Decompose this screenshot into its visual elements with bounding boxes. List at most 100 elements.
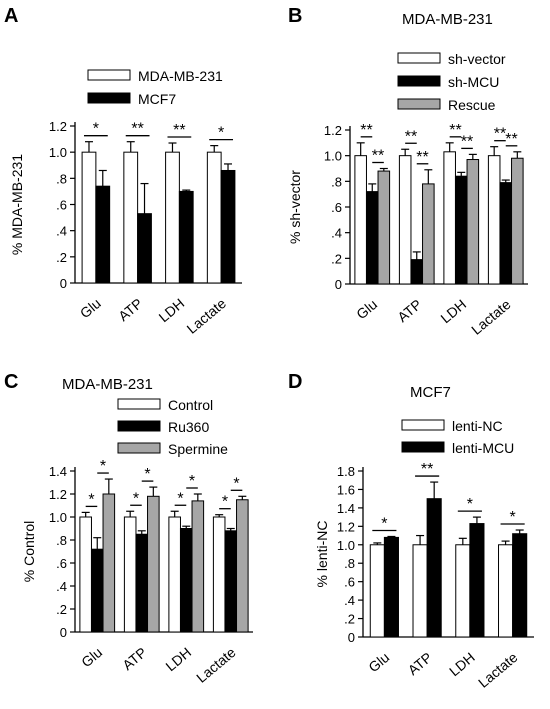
- y-axis-label: % sh-vector: [287, 170, 303, 244]
- significance-label: *: [381, 515, 387, 532]
- bar: [469, 523, 485, 638]
- legend-label: lenti-NC: [452, 418, 503, 434]
- legend-label: sh-vector: [448, 51, 506, 67]
- bar: [365, 191, 379, 285]
- y-tick-label: 1.8: [337, 464, 355, 479]
- y-tick-label: 0: [348, 630, 355, 645]
- bar: [512, 533, 528, 638]
- bar: [191, 500, 205, 633]
- y-tick-label: .8: [56, 171, 67, 186]
- bar: [410, 259, 424, 285]
- bar: [123, 516, 137, 633]
- legend-label: Rescue: [448, 97, 496, 113]
- x-tick-label: Glu: [78, 644, 105, 670]
- bar: [426, 498, 442, 638]
- x-tick-label: Lactate: [193, 644, 239, 686]
- significance-label: **: [405, 128, 417, 145]
- y-tick-label: 1.2: [49, 487, 67, 502]
- legend-swatch: [117, 420, 161, 432]
- y-tick-label: .8: [331, 174, 342, 189]
- significance-label: *: [133, 490, 139, 507]
- y-tick-label: 0: [60, 625, 67, 640]
- x-tick-label: ATP: [119, 644, 149, 673]
- y-tick-label: .2: [56, 250, 67, 265]
- y-tick-label: 1.0: [49, 510, 67, 525]
- y-tick-label: .2: [331, 251, 342, 266]
- legend-label: MDA-MB-231: [138, 68, 223, 84]
- y-tick-label: 0: [60, 276, 67, 291]
- bar: [168, 516, 181, 633]
- y-tick-label: .6: [56, 556, 67, 571]
- panel-letter: A: [4, 5, 18, 27]
- x-tick-label: Glu: [77, 295, 104, 321]
- legend-swatch: [397, 98, 441, 110]
- x-tick-label: LDH: [437, 296, 469, 326]
- panel-title: MDA-MB-231: [62, 376, 153, 393]
- significance-label: **: [173, 122, 185, 139]
- x-tick-label: Lactate: [184, 295, 230, 337]
- legend-swatch: [117, 442, 161, 454]
- y-tick-label: .4: [331, 226, 342, 241]
- bar: [398, 155, 412, 285]
- significance-label: *: [467, 496, 473, 513]
- legend-swatch: [117, 398, 161, 410]
- bar: [212, 516, 226, 633]
- y-tick-label: 1.2: [324, 123, 342, 138]
- y-tick-label: .8: [344, 556, 355, 571]
- bar: [135, 533, 149, 633]
- significance-label: **: [421, 461, 433, 478]
- bar: [377, 170, 391, 285]
- x-tick-label: ATP: [405, 649, 435, 678]
- legend-swatch: [397, 52, 441, 64]
- bar: [123, 151, 139, 284]
- bar: [443, 151, 456, 285]
- bar: [165, 151, 180, 284]
- y-axis-label: % MDA-MB-231: [9, 154, 25, 255]
- bar: [511, 157, 524, 285]
- y-axis-label: % Control: [21, 521, 37, 582]
- x-tick-label: LDH: [162, 644, 194, 674]
- bar: [383, 536, 399, 638]
- significance-label: *: [510, 509, 516, 526]
- bar: [95, 185, 111, 284]
- y-tick-label: 1.4: [49, 464, 67, 479]
- bar: [79, 516, 92, 633]
- y-axis-label: % lenti-NC: [314, 521, 330, 588]
- significance-label: *: [88, 491, 94, 508]
- significance-label: *: [189, 473, 195, 490]
- y-tick-label: .4: [344, 593, 355, 608]
- panel-title: MCF7: [410, 384, 451, 401]
- y-tick-label: .4: [56, 579, 67, 594]
- significance-label: *: [218, 125, 224, 142]
- bar: [220, 169, 236, 284]
- significance-label: *: [222, 494, 228, 511]
- bar: [369, 544, 385, 638]
- bar: [137, 213, 152, 284]
- y-tick-label: .2: [344, 612, 355, 627]
- y-tick-label: 1.6: [337, 482, 355, 497]
- bar: [102, 493, 116, 633]
- legend-swatch: [87, 92, 131, 104]
- y-tick-label: 1.2: [337, 519, 355, 534]
- significance-label: **: [416, 149, 428, 166]
- bar: [81, 151, 97, 284]
- bar: [498, 544, 514, 638]
- y-tick-label: 0: [335, 277, 342, 292]
- legend-swatch: [87, 69, 131, 81]
- panel-a: A MDA-MB-231 MCF7 0 .2 .4 .6 .8 1.0 1.2 % MDA-MB-2…: [4, 5, 242, 337]
- significance-label: **: [449, 122, 461, 139]
- y-tick-label: 1.2: [49, 119, 67, 134]
- significance-label: **: [505, 131, 517, 148]
- x-tick-label: Lactate: [475, 649, 521, 691]
- x-tick-label: Glu: [353, 296, 380, 322]
- legend-swatch: [401, 419, 445, 431]
- bar: [454, 175, 468, 285]
- legend-swatch: [401, 441, 445, 453]
- y-tick-label: .8: [56, 533, 67, 548]
- y-tick-label: .6: [331, 200, 342, 215]
- bar: [354, 155, 367, 285]
- x-tick-label: Lactate: [468, 296, 514, 338]
- panel-letter: B: [288, 5, 302, 27]
- x-tick-label: ATP: [394, 296, 424, 325]
